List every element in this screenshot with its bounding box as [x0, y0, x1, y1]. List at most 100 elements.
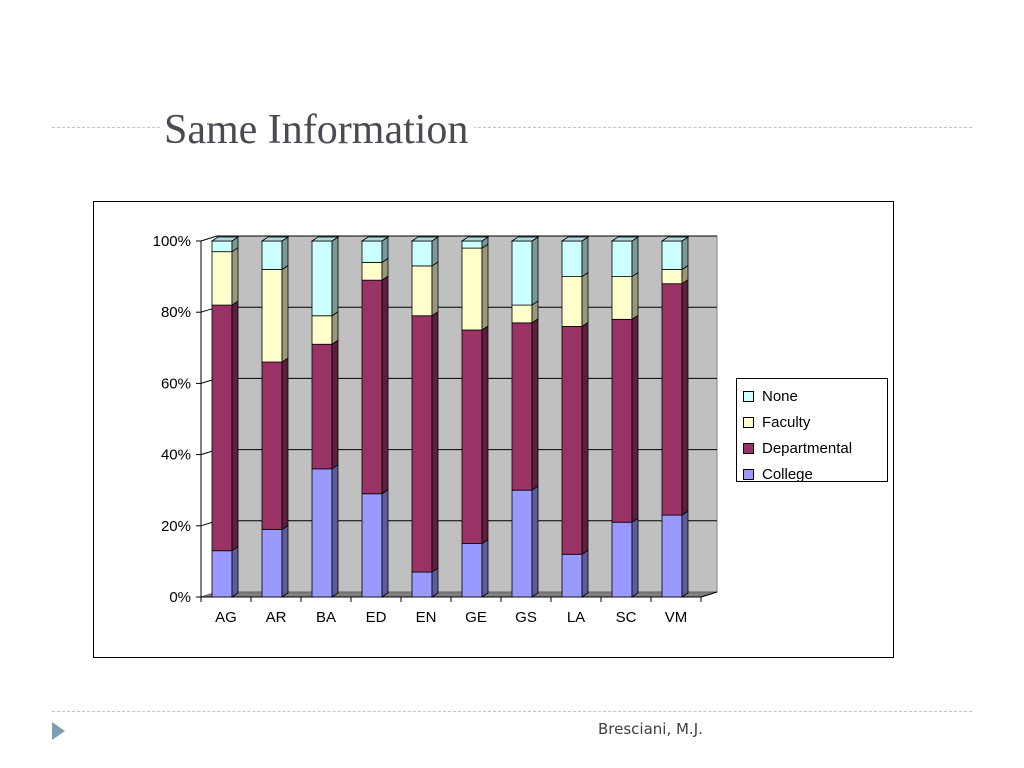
bar-segment-sc-none: [611, 240, 633, 277]
bar-segment-ar-faculty: [261, 269, 283, 363]
slide-title: Same Information: [160, 104, 475, 156]
bar-segment-gs-none-side: [531, 236, 539, 306]
bar-segment-en-departmental: [411, 315, 433, 573]
bar-segment-ge-faculty: [461, 247, 483, 331]
bar-top-sc: [610, 236, 640, 242]
x-tick-label: GS: [515, 609, 537, 626]
bar-segment-ag-faculty: [211, 251, 233, 306]
bar-segment-la-departmental: [561, 326, 583, 555]
bar-segment-ba-none: [311, 240, 333, 317]
bar-segment-vm-none: [661, 240, 683, 270]
bar-segment-en-none-side: [431, 236, 439, 267]
bar-segment-la-faculty: [561, 276, 583, 327]
title-divider: [52, 127, 972, 128]
chart-legend: None Faculty Departmental College: [736, 378, 888, 483]
bar-segment-vm-departmental-side: [681, 278, 689, 516]
bar-segment-vm-faculty: [661, 269, 683, 285]
x-tick-label: EN: [416, 609, 437, 626]
bar-segment-gs-departmental: [511, 322, 533, 491]
bar-segment-ba-college: [311, 468, 333, 598]
bar-segment-ar-departmental-side: [281, 357, 289, 531]
bar-segment-ba-departmental: [311, 343, 333, 470]
bar-segment-ba-college-side: [331, 464, 339, 598]
bar-segment-en-college: [411, 571, 433, 598]
y-tick-label: 80%: [161, 304, 191, 321]
footer-divider: [52, 711, 972, 712]
bar-segment-sc-faculty-side: [631, 271, 639, 321]
bar-segment-ge-departmental: [461, 329, 483, 545]
bar-top-la: [560, 236, 590, 242]
y-tick-label: 0%: [169, 589, 191, 606]
bar-segment-la-faculty-side: [581, 271, 589, 328]
bar-segment-ba-faculty-side: [331, 311, 339, 345]
legend-item-faculty: Faculty: [743, 409, 887, 435]
bar-segment-ag-college: [211, 550, 233, 598]
legend-label-faculty: Faculty: [762, 413, 811, 431]
bar-top-vm: [660, 236, 690, 242]
bar-segment-en-departmental-side: [431, 311, 439, 573]
bar-segment-en-none: [411, 240, 433, 267]
bar-top-gs: [510, 236, 540, 242]
bar-segment-vm-none-side: [681, 236, 689, 271]
legend-item-college: College: [743, 461, 887, 487]
legend-swatch-none: [743, 390, 754, 402]
bar-segment-ag-college-side: [231, 545, 239, 598]
bar-segment-ba-none-side: [331, 236, 339, 317]
bar-top-ed: [360, 236, 390, 242]
bar-segment-sc-departmental: [611, 318, 633, 523]
bar-segment-gs-departmental-side: [531, 318, 539, 491]
bar-segment-ag-faculty-side: [231, 246, 239, 306]
legend-swatch-faculty: [743, 416, 754, 428]
bar-segment-la-departmental-side: [581, 321, 589, 556]
bar-segment-ed-departmental: [361, 279, 383, 495]
bar-top-en: [410, 236, 440, 242]
bar-segment-ge-none: [461, 240, 483, 249]
legend-item-none: None: [743, 383, 887, 409]
bar-segment-sc-college: [611, 521, 633, 598]
y-tick-label: 60%: [161, 375, 191, 392]
y-tick-label: 20%: [161, 518, 191, 535]
gridline: [200, 235, 717, 242]
bar-segment-ar-college-side: [281, 524, 289, 598]
bar-segment-en-faculty-side: [431, 261, 439, 317]
bar-segment-en-college-side: [431, 567, 439, 598]
bar-segment-ed-none: [361, 240, 383, 263]
legend-item-departmental: Departmental: [743, 435, 887, 461]
bar-segment-la-none-side: [581, 236, 589, 278]
y-tick-label: 100%: [153, 233, 191, 250]
x-tick-label: AR: [266, 609, 287, 626]
x-tick-label: ED: [366, 609, 387, 626]
bar-segment-ge-departmental-side: [481, 325, 489, 545]
bar-top-ge: [460, 236, 490, 242]
bar-segment-la-college-side: [581, 549, 589, 598]
bar-segment-vm-college: [661, 514, 683, 598]
bar-segment-ar-college: [261, 528, 283, 598]
bar-segment-ag-departmental-side: [231, 300, 239, 552]
bar-segment-la-college: [561, 553, 583, 598]
bar-segment-ar-departmental: [261, 361, 283, 530]
bar-segment-sc-faculty: [611, 276, 633, 320]
bar-segment-sc-departmental-side: [631, 314, 639, 523]
x-axis-end: [700, 591, 718, 598]
bar-segment-ed-college: [361, 493, 383, 598]
legend-label-none: None: [762, 387, 798, 405]
x-tick-label: VM: [665, 609, 688, 626]
bullet-arrow-icon: [52, 722, 65, 740]
x-tick-label: BA: [316, 609, 336, 626]
bar-segment-sc-college-side: [631, 517, 639, 598]
bar-top-ar: [260, 236, 290, 242]
bar-segment-ge-faculty-side: [481, 243, 489, 331]
x-tick-label: GE: [465, 609, 487, 626]
bar-segment-gs-faculty: [511, 304, 533, 324]
bar-segment-ar-faculty-side: [281, 264, 289, 363]
x-tick-label: AG: [215, 609, 237, 626]
bar-segment-vm-college-side: [681, 510, 689, 598]
bar-segment-la-none: [561, 240, 583, 277]
legend-label-departmental: Departmental: [762, 439, 853, 457]
x-tick-label: LA: [567, 609, 585, 626]
bar-segment-ge-college-side: [481, 538, 489, 598]
bar-segment-ar-none-side: [281, 236, 289, 271]
legend-label-college: College: [762, 465, 813, 483]
bar-segment-sc-none-side: [631, 236, 639, 278]
